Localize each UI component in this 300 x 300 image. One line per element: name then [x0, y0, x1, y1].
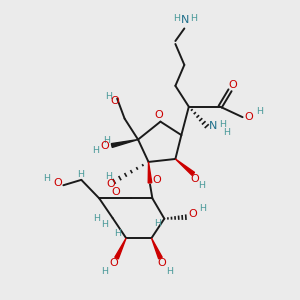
- Text: O: O: [109, 258, 118, 268]
- Text: H: H: [190, 14, 197, 22]
- Text: H: H: [166, 267, 173, 276]
- Text: N: N: [181, 15, 189, 25]
- Text: H: H: [114, 229, 121, 238]
- Text: O: O: [154, 110, 163, 120]
- Text: H: H: [44, 174, 50, 183]
- Text: O: O: [188, 209, 197, 219]
- Text: H: H: [105, 92, 112, 101]
- Text: H: H: [92, 146, 99, 155]
- Text: H: H: [105, 172, 112, 182]
- Text: O: O: [110, 96, 119, 106]
- Text: H: H: [103, 136, 110, 145]
- Text: H: H: [219, 120, 226, 129]
- Text: O: O: [106, 179, 115, 189]
- Text: O: O: [111, 187, 120, 197]
- Polygon shape: [176, 159, 194, 175]
- Polygon shape: [148, 162, 152, 183]
- Polygon shape: [152, 238, 162, 259]
- Text: H: H: [223, 128, 230, 137]
- Text: O: O: [101, 141, 110, 151]
- Text: H: H: [101, 267, 108, 276]
- Text: H: H: [256, 107, 263, 116]
- Text: H: H: [198, 181, 205, 190]
- Text: H: H: [154, 219, 161, 228]
- Text: O: O: [245, 112, 254, 122]
- Text: N: N: [208, 121, 217, 131]
- Text: H: H: [173, 14, 180, 22]
- Text: O: O: [53, 178, 62, 188]
- Text: O: O: [152, 175, 161, 185]
- Polygon shape: [111, 140, 138, 147]
- Text: H: H: [199, 204, 206, 213]
- Text: H: H: [77, 170, 84, 179]
- Text: O: O: [229, 80, 237, 90]
- Polygon shape: [115, 238, 126, 259]
- Text: O: O: [190, 174, 199, 184]
- Text: H: H: [93, 214, 100, 223]
- Text: H: H: [101, 220, 108, 229]
- Text: O: O: [158, 258, 166, 268]
